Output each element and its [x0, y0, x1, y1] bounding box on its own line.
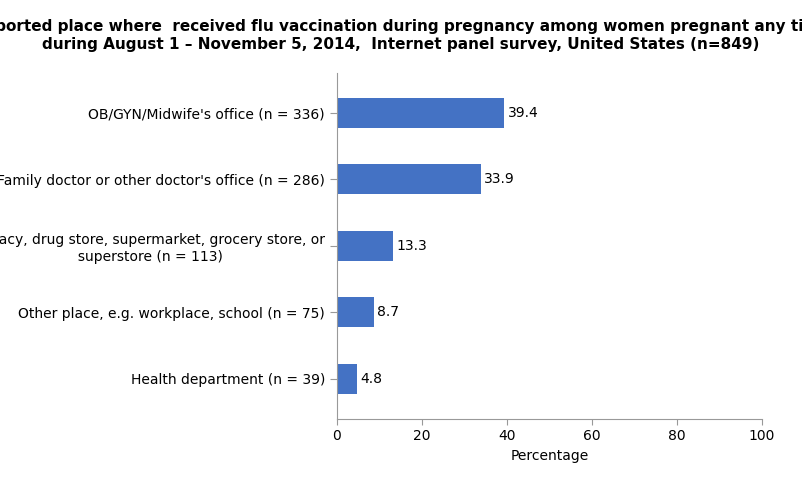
Text: 4.8: 4.8	[361, 372, 383, 386]
X-axis label: Percentage: Percentage	[510, 449, 589, 463]
Text: 8.7: 8.7	[377, 305, 399, 319]
Text: Reported place where  received flu vaccination during pregnancy among women preg: Reported place where received flu vaccin…	[0, 19, 802, 52]
Text: 13.3: 13.3	[397, 239, 427, 253]
Bar	[337, 231, 393, 261]
Bar	[337, 165, 481, 194]
Text: 33.9: 33.9	[484, 172, 515, 187]
Bar	[337, 364, 357, 394]
Bar	[337, 298, 374, 327]
Text: 39.4: 39.4	[508, 106, 538, 120]
Bar	[337, 98, 504, 128]
